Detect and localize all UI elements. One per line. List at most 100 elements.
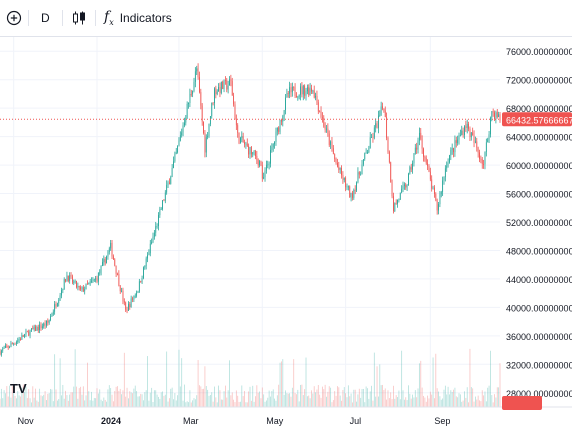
candle-body: [405, 185, 406, 188]
volume-bar: [366, 387, 367, 407]
volume-bar: [390, 392, 391, 407]
volume-bar: [169, 398, 170, 407]
volume-bar: [446, 394, 447, 407]
volume-bar: [147, 356, 148, 407]
volume-bar: [92, 401, 93, 407]
volume-badge: [502, 396, 542, 410]
volume-bar: [187, 401, 188, 407]
volume-bar: [146, 390, 147, 407]
volume-bar: [465, 398, 466, 407]
volume-bar: [360, 398, 361, 407]
candle-body: [76, 281, 77, 287]
price-tick-label: 32000.00000000: [506, 360, 572, 370]
candle-body: [329, 134, 330, 145]
chart-type-button[interactable]: [72, 0, 86, 36]
volume-bar: [326, 397, 327, 407]
candle-body: [375, 123, 376, 127]
candle-body: [445, 168, 446, 177]
volume-bar: [225, 386, 226, 407]
candle-body: [420, 133, 421, 139]
candle-body: [36, 327, 37, 331]
volume-bar: [121, 394, 122, 407]
candle-body: [258, 160, 259, 166]
volume-bar: [266, 400, 267, 407]
candle-body: [377, 123, 378, 128]
volume-bar: [80, 387, 81, 407]
candle-body: [284, 110, 285, 116]
toolbar-divider: [62, 10, 63, 26]
candle-body: [364, 153, 365, 159]
time-tick-label: 2024: [101, 416, 121, 426]
volume-bar: [88, 391, 89, 407]
candle-body: [125, 302, 126, 309]
interval-button[interactable]: D: [41, 0, 50, 36]
volume-bar: [300, 385, 301, 407]
candle-body: [168, 182, 169, 184]
candle-body: [367, 152, 368, 153]
volume-bar: [155, 390, 156, 407]
price-chart[interactable]: 76000.0000000072000.0000000068000.000000…: [0, 37, 572, 429]
candle-body: [295, 88, 296, 97]
volume-bar: [135, 386, 136, 407]
candle-body: [310, 88, 311, 95]
candle-body: [45, 323, 46, 325]
candle-body: [110, 243, 111, 248]
volume-bar: [177, 395, 178, 407]
plus-circle-icon: [6, 10, 22, 26]
candle-body: [341, 168, 342, 175]
candle-body: [174, 154, 175, 161]
volume-bar: [405, 397, 406, 407]
candle-body: [146, 258, 147, 266]
candle-body: [87, 284, 88, 285]
volume-bar: [414, 397, 415, 407]
candle-body: [455, 140, 456, 152]
volume-bar: [116, 387, 117, 407]
volume-bar: [32, 386, 33, 407]
candle-body: [151, 242, 152, 244]
volume-bar: [244, 391, 245, 407]
candle-body: [463, 131, 464, 135]
candle-body: [68, 276, 69, 281]
volume-bar: [285, 390, 286, 407]
volume-bar: [427, 396, 428, 407]
volume-bar: [312, 394, 313, 407]
candle-body: [198, 68, 199, 77]
candle-body: [213, 103, 214, 104]
indicators-button[interactable]: fx Indicators: [104, 0, 172, 36]
volume-bar: [273, 389, 274, 407]
candle-body: [433, 188, 434, 189]
volume-bar: [464, 391, 465, 407]
volume-bar: [64, 399, 65, 407]
volume-bar: [500, 363, 501, 407]
volume-bar: [297, 390, 298, 407]
volume-bar: [295, 393, 296, 407]
candle-body: [220, 87, 221, 93]
candle-body: [241, 136, 242, 138]
candle-body: [441, 192, 442, 194]
volume-bar: [200, 386, 201, 407]
volume-bar: [220, 390, 221, 407]
price-tick-label: 44000.00000000: [506, 275, 572, 285]
candle-body: [274, 142, 275, 144]
candle-body: [176, 152, 177, 154]
volume-bar: [467, 387, 468, 407]
candle-body: [362, 165, 363, 175]
candle-body: [415, 148, 416, 154]
candle-body: [9, 347, 10, 348]
candle-body: [62, 289, 63, 290]
volume-bar: [420, 361, 421, 407]
candle-body: [75, 281, 76, 282]
candle-body: [342, 175, 343, 180]
candle-body: [65, 279, 66, 281]
volume-bar: [54, 354, 55, 407]
candle-body: [327, 129, 328, 134]
add-symbol-button[interactable]: [6, 0, 22, 36]
volume-bar: [97, 388, 98, 407]
volume-bar: [174, 393, 175, 407]
candle-body: [409, 167, 410, 174]
candle-body: [177, 146, 178, 152]
volume-bar: [280, 363, 281, 407]
volume-bar: [386, 400, 387, 407]
candle-body: [20, 339, 21, 340]
